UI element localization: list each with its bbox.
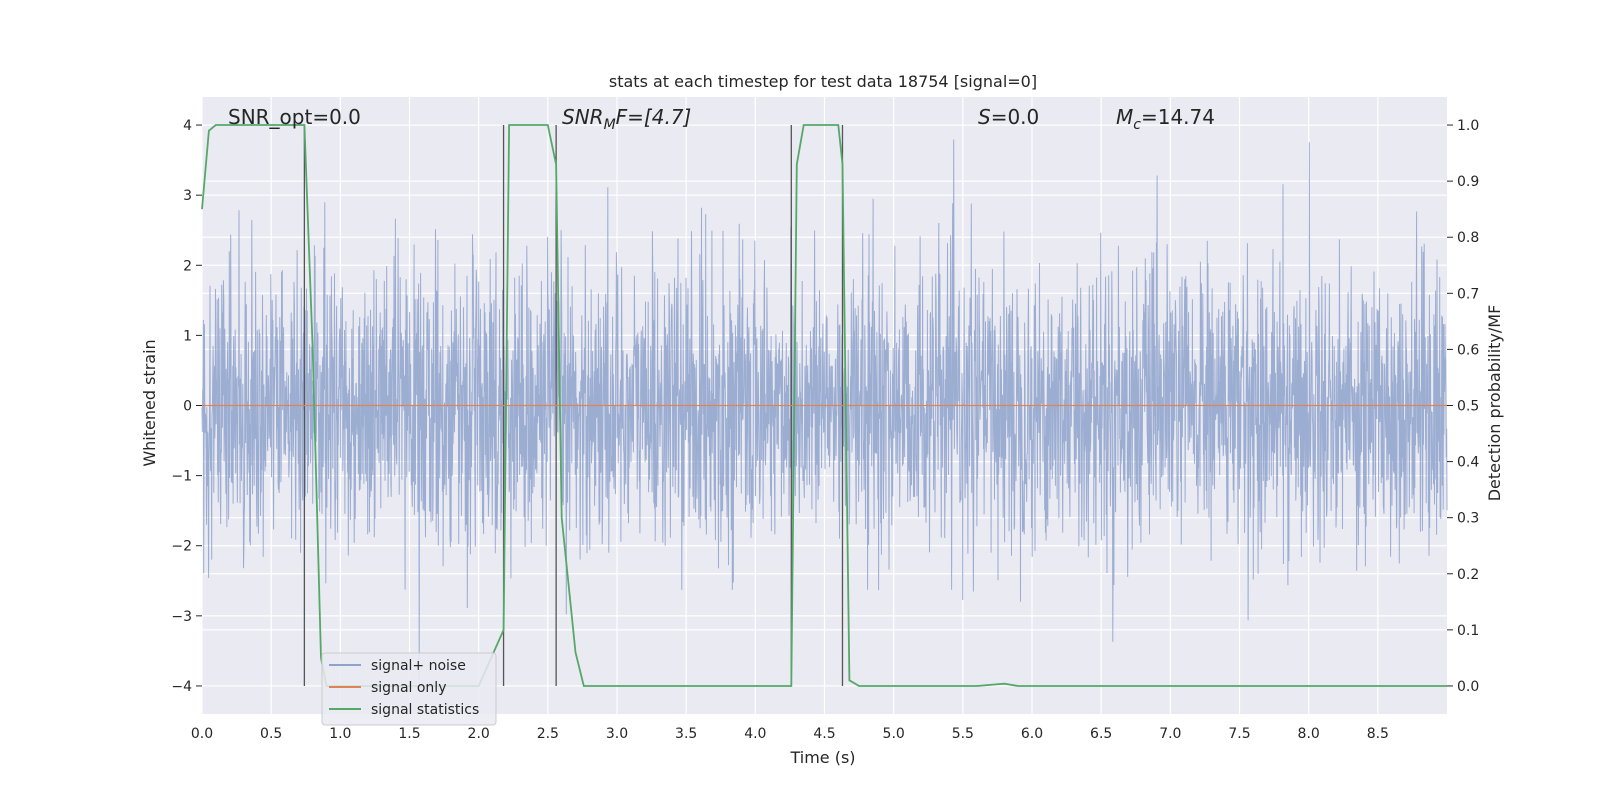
y-tick-label-left: −4 (171, 679, 192, 695)
x-tick-label: 1.5 (398, 726, 420, 742)
annotation-mc-ital: M (1116, 105, 1133, 129)
annotation-mc-rest: =14.74 (1141, 105, 1215, 129)
x-tick-label: 7.5 (1228, 726, 1250, 742)
x-tick-label: 7.0 (1159, 726, 1181, 742)
x-tick-label: 4.5 (813, 726, 835, 742)
y-tick-label-right: 0.3 (1457, 511, 1479, 527)
annotation-mc-sub: c (1133, 117, 1141, 133)
legend: signal+ noise signal only signal statist… (321, 652, 497, 726)
y-tick-label-right: 0.8 (1457, 230, 1479, 246)
signal-statistics-line (201, 124, 1447, 687)
annotation-s-ital: S (978, 105, 991, 129)
chart-title: stats at each timestep for test data 187… (609, 72, 1037, 91)
y-tick-label-right: 0.1 (1457, 623, 1479, 639)
y-axis-label-right: Detection probability/MF (1485, 305, 1504, 502)
x-tick-label: 8.0 (1298, 726, 1320, 742)
y-ticks-left: −4 −3 −2 −1 0 1 2 3 4 (171, 118, 202, 695)
x-tick-label: 2.0 (468, 726, 490, 742)
y-tick-label-right: 0.7 (1457, 286, 1479, 302)
annotation-s: S=0.0 (978, 105, 1039, 129)
x-tick-label: 0.0 (191, 726, 213, 742)
legend-label-signal-only: signal only (371, 680, 446, 696)
x-tick-label: 6.0 (1021, 726, 1043, 742)
y-tick-label-right: 0.0 (1457, 679, 1479, 695)
y-tick-label-right: 0.9 (1457, 174, 1479, 190)
x-tick-label: 4.0 (744, 726, 766, 742)
y-tick-label-right: 0.5 (1457, 399, 1479, 415)
x-ticks: 0.0 0.5 1.0 1.5 2.0 2.5 3.0 3.5 4.0 4.5 5.0 5.5 6.0 6… (191, 726, 1389, 742)
y-tick-label-right: 0.6 (1457, 342, 1479, 358)
y-tick-label-left: 1 (183, 328, 192, 344)
signal-statistics-series (201, 124, 1447, 687)
legend-box (321, 652, 497, 726)
y-tick-label-left: 0 (183, 399, 192, 415)
legend-label-signal-statistics: signal statistics (371, 702, 479, 718)
x-tick-label: 8.5 (1367, 726, 1389, 742)
x-tick-label: 5.5 (952, 726, 974, 742)
y-axis-label-left: Whitened strain (140, 339, 159, 466)
annotation-snr-mf-base: SNR (562, 105, 604, 129)
x-tick-label: 3.5 (675, 726, 697, 742)
y-tick-label-left: −2 (171, 539, 192, 555)
y-tick-label-left: −1 (171, 469, 192, 485)
x-tick-label: 6.5 (1090, 726, 1112, 742)
y-tick-label-left: −3 (171, 609, 192, 625)
x-tick-label: 5.0 (883, 726, 905, 742)
y-tick-label-left: 2 (183, 258, 192, 274)
annotation-mc: Mc=14.74 (1116, 105, 1215, 133)
x-tick-label: 0.5 (260, 726, 282, 742)
y-tick-label-left: 4 (183, 118, 192, 134)
y-tick-label-right: 0.4 (1457, 455, 1479, 471)
annotation-snr-mf-rest: F=[4.7] (616, 105, 692, 129)
signal-noise-line (201, 139, 1448, 679)
legend-label-signal-noise: signal+ noise (371, 658, 466, 674)
annotation-s-rest: =0.0 (991, 105, 1040, 129)
y-tick-label-left: 3 (183, 188, 192, 204)
signal-noise-series (201, 139, 1448, 679)
y-ticks-right: 0.0 0.1 0.2 0.3 0.4 0.5 0.6 0.7 0.8 0.9 1.0 (1447, 118, 1479, 695)
annotation-snr-mf: SNRMF=[4.7] (562, 105, 691, 133)
x-tick-label: 2.5 (537, 726, 559, 742)
x-axis-label: Time (s) (789, 748, 855, 767)
y-tick-label-right: 1.0 (1457, 118, 1479, 134)
x-tick-label: 1.0 (329, 726, 351, 742)
y-tick-label-right: 0.2 (1457, 567, 1479, 583)
annotation-snr-opt: SNR_opt=0.0 (228, 105, 361, 129)
annotation-snr-mf-sub: M (604, 117, 616, 133)
x-tick-label: 3.0 (606, 726, 628, 742)
